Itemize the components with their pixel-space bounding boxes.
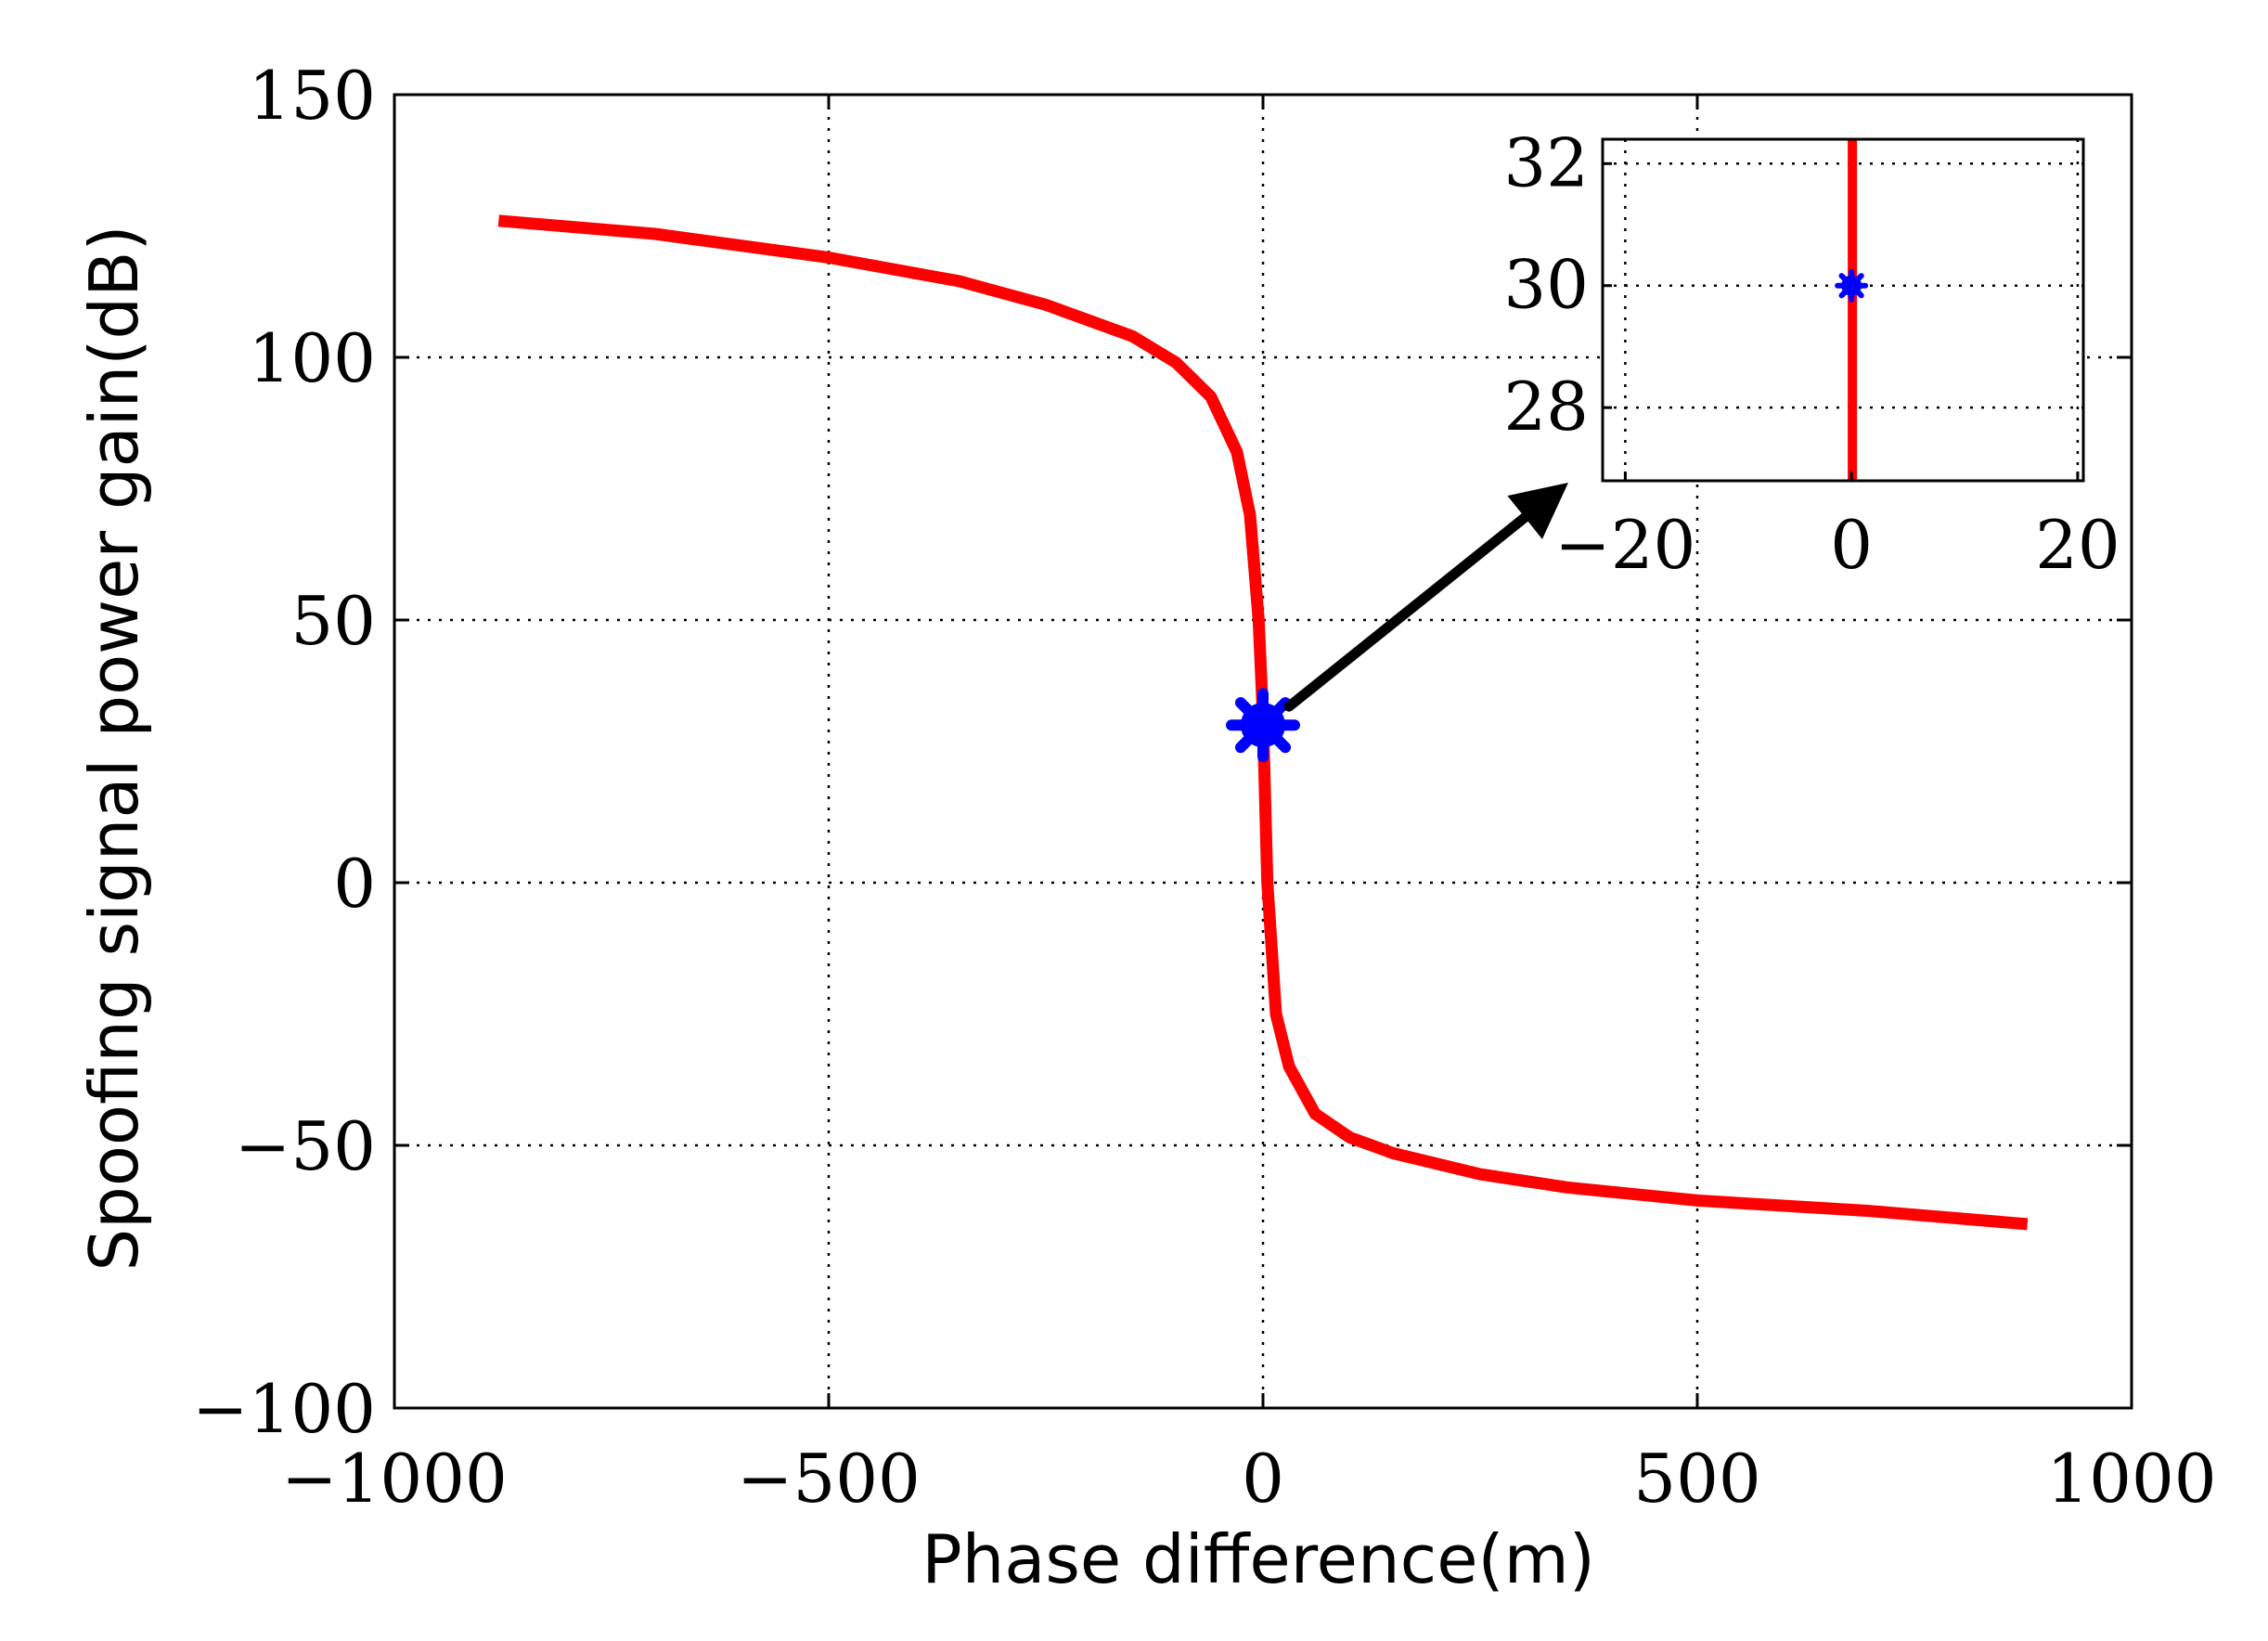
inset-y-tick-label: 32 [1503, 123, 1589, 201]
y-tick-label: 150 [249, 57, 376, 135]
x-axis-label: Phase difference(m) [921, 1520, 1595, 1598]
x-tick-label: 1000 [2046, 1440, 2216, 1518]
inset-y-tick-label: 30 [1503, 246, 1589, 324]
x-tick-label: 0 [1242, 1440, 1284, 1518]
inset-y-tick-label: 28 [1503, 368, 1589, 446]
y-tick-label: 0 [333, 845, 376, 923]
y-tick-label: −100 [192, 1370, 376, 1448]
inset-x-tick-label: 20 [2035, 506, 2120, 584]
y-tick-label: 50 [290, 582, 376, 660]
y-tick-label: 100 [249, 319, 376, 397]
inset-chart: −20 0 20 28 30 32 [1503, 123, 2120, 584]
arrow-layer [1283, 483, 1568, 712]
inset-x-tick-label: −20 [1554, 506, 1695, 584]
y-axis-label: Spoofing signal power gain(dB) [75, 225, 153, 1271]
inset-x-tick-label: 0 [1830, 506, 1873, 584]
inset-operating-point-marker [1835, 268, 1869, 303]
inset-axes-frame [1601, 137, 2085, 483]
x-tick-label: 500 [1633, 1440, 1760, 1518]
x-tick-label: −500 [737, 1440, 921, 1518]
zoom-arrow [1283, 483, 1568, 712]
main-marker-layer [1226, 688, 1300, 763]
inset-background [1603, 139, 2083, 481]
operating-point-marker [1226, 688, 1300, 763]
y-tick-label: −50 [235, 1107, 376, 1185]
x-tick-label: −1000 [281, 1440, 508, 1518]
